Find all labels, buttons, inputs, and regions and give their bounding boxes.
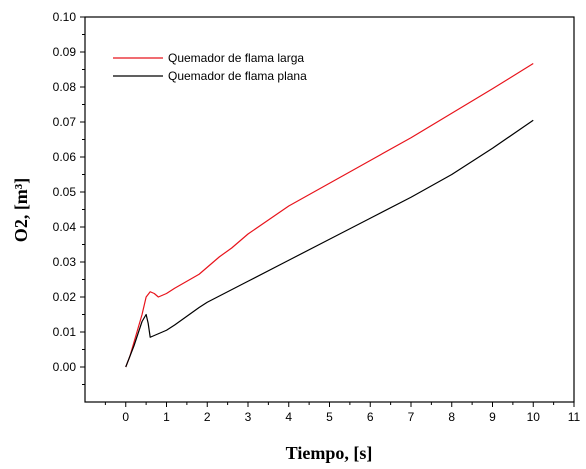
- x-tick-label: 10: [527, 410, 541, 424]
- x-tick-label: 7: [408, 410, 415, 424]
- x-tick-label: 0: [122, 410, 129, 424]
- y-tick-label: 0.03: [53, 255, 77, 269]
- y-tick-label: 0.01: [53, 325, 77, 339]
- legend: Quemador de flama larga Quemador de flam…: [113, 51, 307, 83]
- x-tick-label: 3: [245, 410, 252, 424]
- y-tick-label: 0.07: [53, 115, 77, 129]
- x-tick-label: 8: [448, 410, 455, 424]
- y-tick-label: 0.02: [53, 290, 77, 304]
- y-tick-label: 0.04: [53, 220, 77, 234]
- x-tick-label: 2: [204, 410, 211, 424]
- x-axis-title: Tiempo, [s]: [286, 443, 373, 463]
- x-tick-label: 1: [163, 410, 170, 424]
- y-tick-label: 0.08: [53, 80, 77, 94]
- y-tick-label: 0.10: [53, 10, 77, 24]
- series-line-1: [125, 119, 534, 368]
- legend-label-flama-larga: Quemador de flama larga: [168, 51, 304, 65]
- legend-label-flama-plana: Quemador de flama plana: [168, 69, 307, 83]
- y-tick-label: 0.00: [53, 360, 77, 374]
- x-tick-label: 9: [489, 410, 496, 424]
- plot-frame: [84, 16, 575, 403]
- y-axis-title: O2, [m³]: [11, 178, 31, 242]
- y-tick-label: 0.06: [53, 150, 77, 164]
- series-layer: [125, 63, 534, 368]
- y-tick-label: 0.05: [53, 185, 77, 199]
- x-tick-label: 5: [326, 410, 333, 424]
- ticks: 0 1 2 3 4 5 6 7 8 9 10 11 0.00 0.01 0.02 0.03 0.04 0.05 0.…: [53, 10, 581, 424]
- x-tick-label: 11: [568, 410, 581, 424]
- y-tick-label: 0.09: [53, 45, 77, 59]
- x-tick-label: 6: [367, 410, 374, 424]
- series-line-0: [125, 63, 534, 368]
- x-tick-label: 4: [285, 410, 292, 424]
